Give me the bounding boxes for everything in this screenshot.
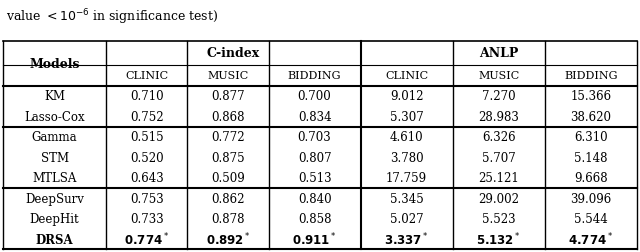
Text: $\mathbf{0.892}^*$: $\mathbf{0.892}^*$ — [205, 231, 250, 247]
Text: Lasso-Cox: Lasso-Cox — [24, 110, 85, 123]
Text: Models: Models — [29, 57, 80, 70]
Text: 5.707: 5.707 — [482, 151, 516, 164]
Text: 0.513: 0.513 — [298, 172, 332, 184]
Text: 0.868: 0.868 — [211, 110, 244, 123]
Text: 5.523: 5.523 — [482, 212, 516, 225]
Text: 5.148: 5.148 — [574, 151, 607, 164]
Text: KM: KM — [44, 90, 65, 103]
Text: value $< 10^{-6}$ in significance test): value $< 10^{-6}$ in significance test) — [6, 8, 219, 27]
Text: MTLSA: MTLSA — [33, 172, 77, 184]
Text: MUSIC: MUSIC — [478, 71, 519, 81]
Text: 5.307: 5.307 — [390, 110, 424, 123]
Text: 0.643: 0.643 — [130, 172, 164, 184]
Text: 25.121: 25.121 — [478, 172, 519, 184]
Text: STM: STM — [40, 151, 68, 164]
Text: 0.733: 0.733 — [130, 212, 164, 225]
Text: 0.703: 0.703 — [298, 131, 332, 144]
Text: 0.834: 0.834 — [298, 110, 332, 123]
Text: 39.096: 39.096 — [570, 192, 611, 205]
Text: 4.610: 4.610 — [390, 131, 424, 144]
Text: 0.858: 0.858 — [298, 212, 332, 225]
Text: 0.509: 0.509 — [211, 172, 245, 184]
Text: 0.752: 0.752 — [130, 110, 164, 123]
Text: CLINIC: CLINIC — [125, 71, 168, 81]
Text: 0.515: 0.515 — [130, 131, 164, 144]
Text: 0.875: 0.875 — [211, 151, 244, 164]
Text: 9.668: 9.668 — [574, 172, 607, 184]
Text: 29.002: 29.002 — [478, 192, 519, 205]
Text: 3.780: 3.780 — [390, 151, 424, 164]
Text: CLINIC: CLINIC — [385, 71, 428, 81]
Text: 0.700: 0.700 — [298, 90, 332, 103]
Text: 15.366: 15.366 — [570, 90, 611, 103]
Text: BIDDING: BIDDING — [288, 71, 341, 81]
Text: 0.807: 0.807 — [298, 151, 332, 164]
Text: 6.310: 6.310 — [574, 131, 607, 144]
Text: $\mathbf{4.774}^*$: $\mathbf{4.774}^*$ — [568, 231, 613, 247]
Text: ANLP: ANLP — [479, 47, 518, 60]
Text: 28.983: 28.983 — [478, 110, 519, 123]
Text: $\mathbf{3.337}^*$: $\mathbf{3.337}^*$ — [384, 231, 429, 247]
Text: 0.710: 0.710 — [130, 90, 164, 103]
Text: MUSIC: MUSIC — [207, 71, 248, 81]
Text: 0.753: 0.753 — [130, 192, 164, 205]
Text: $\mathbf{5.132}^*$: $\mathbf{5.132}^*$ — [476, 231, 521, 247]
Text: 0.520: 0.520 — [130, 151, 164, 164]
Text: 5.027: 5.027 — [390, 212, 424, 225]
Text: $\mathbf{0.911}^*$: $\mathbf{0.911}^*$ — [292, 231, 337, 247]
Text: 17.759: 17.759 — [386, 172, 428, 184]
Text: 6.326: 6.326 — [482, 131, 516, 144]
Text: DeepSurv: DeepSurv — [25, 192, 84, 205]
Text: 0.878: 0.878 — [211, 212, 244, 225]
Text: 0.772: 0.772 — [211, 131, 244, 144]
Text: 38.620: 38.620 — [570, 110, 611, 123]
Text: DeepHit: DeepHit — [30, 212, 79, 225]
Text: 0.840: 0.840 — [298, 192, 332, 205]
Text: 5.544: 5.544 — [574, 212, 607, 225]
Text: 0.877: 0.877 — [211, 90, 244, 103]
Text: 0.862: 0.862 — [211, 192, 244, 205]
Text: 5.345: 5.345 — [390, 192, 424, 205]
Text: $\mathbf{0.774}^*$: $\mathbf{0.774}^*$ — [124, 231, 169, 247]
Text: BIDDING: BIDDING — [564, 71, 618, 81]
Text: C-index: C-index — [207, 47, 260, 60]
Text: DRSA: DRSA — [36, 233, 74, 246]
Text: Gamma: Gamma — [32, 131, 77, 144]
Text: 9.012: 9.012 — [390, 90, 424, 103]
Text: 7.270: 7.270 — [482, 90, 516, 103]
